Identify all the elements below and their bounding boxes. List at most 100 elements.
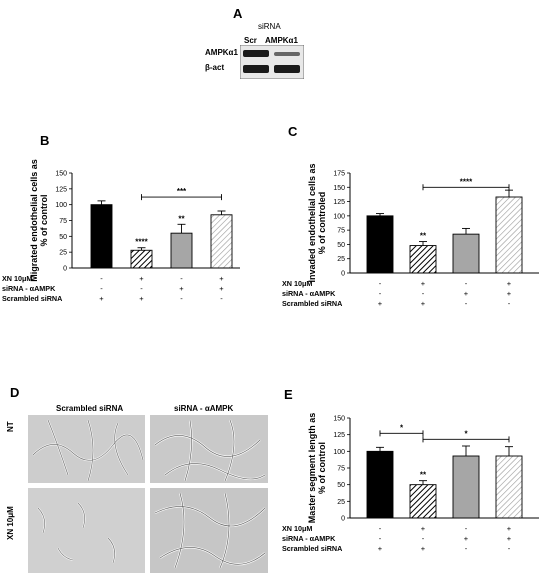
y-tick-label: 175 [333,171,345,178]
y-tick-label: 100 [333,449,345,456]
y-axis-label: Master segment length as% of control [307,413,327,524]
bar [409,245,437,274]
condition-label: siRNA - αAMPK [282,534,336,543]
bracket-label: **** [460,177,473,186]
condition-sign: + [421,279,426,288]
micrograph-scrambled-nt [28,415,145,483]
panel-e-letter: E [284,387,293,402]
blot-lane-scr: Scr [244,36,257,45]
blot-band-ampk-si [274,52,300,56]
bracket-label: *** [177,187,187,196]
condition-sign: + [464,289,469,298]
micrograph-siampk-xn [150,488,268,573]
condition-sign: - [465,544,468,553]
condition-sign: + [139,294,144,303]
y-tick-label: 100 [55,202,67,209]
condition-sign: - [465,279,468,288]
condition-sign: - [422,534,425,543]
bracket-label: * [400,423,404,432]
condition-sign: - [379,289,382,298]
bar [130,249,153,269]
y-tick-label: 150 [333,416,345,423]
segment-length-bar-chart: 0 25 50 75 100 125 150 Master segment length as… [282,413,539,553]
bar [495,455,523,519]
condition-label: XN 10μM [282,524,312,533]
y-axis-label: Migrated endothelial cells as% of contro… [29,159,49,282]
y-tick-label: 0 [341,516,345,523]
significance-label: **** [135,238,148,247]
condition-sign: - [465,299,468,308]
condition-sign: - [379,279,382,288]
condition-sign: + [139,274,144,283]
condition-label: Scrambled siRNA [2,294,62,303]
y-tick-label: 75 [59,218,67,225]
bar [366,450,394,519]
blot-lane-ampk: AMPKα1 [265,36,298,45]
condition-sign: - [140,284,143,293]
significance-label: ** [178,214,185,223]
migration-bar-chart: 0 25 50 75 100 125 150 Migrated endothelial cel… [2,159,240,303]
condition-label: Scrambled siRNA [282,544,342,553]
blot-band-actin-scr [243,65,269,73]
condition-sign: - [100,284,103,293]
micro-col-label-siampk: siRNA - αAMPK [174,404,234,413]
y-tick-label: 25 [337,499,345,506]
blot-header: siRNA [258,22,281,31]
bar [452,233,480,274]
bar [210,214,233,269]
y-tick-label: 125 [333,199,345,206]
condition-sign: + [464,534,469,543]
condition-sign: - [508,544,511,553]
blot-row-bactin: β-act [205,63,225,72]
y-tick-label: 125 [333,432,345,439]
micrograph-siampk-nt [150,415,268,483]
condition-sign: + [378,544,383,553]
micro-col-label-scrambled: Scrambled siRNA [56,404,124,413]
condition-sign: + [219,284,224,293]
panel-a-letter: A [233,6,243,21]
blot-row-ampk: AMPKα1 [205,48,238,57]
bracket-label: * [464,429,468,438]
y-tick-label: 25 [59,250,67,257]
condition-sign: - [180,294,183,303]
y-tick-label: 75 [337,228,345,235]
y-tick-label: 50 [59,234,67,241]
condition-sign: + [421,544,426,553]
bar [409,484,437,519]
bar [170,232,193,269]
condition-sign: + [378,299,383,308]
y-tick-label: 0 [63,266,67,273]
condition-sign: - [508,299,511,308]
condition-sign: + [99,294,104,303]
condition-sign: - [379,524,382,533]
condition-label: Scrambled siRNA [282,299,342,308]
condition-label: siRNA - αAMPK [2,284,56,293]
bar [90,204,113,269]
y-tick-label: 100 [333,213,345,220]
condition-sign: - [465,524,468,533]
y-tick-label: 150 [55,171,67,178]
blot-band-actin-si [274,65,300,73]
western-blot-image [240,45,304,79]
y-axis-label: Invaded endothelial cells as% of control… [307,163,327,282]
significance-label: ** [420,232,427,241]
condition-sign: + [507,289,512,298]
condition-sign: + [219,274,224,283]
bar [495,196,523,274]
condition-sign: - [100,274,103,283]
y-tick-label: 125 [55,186,67,193]
y-tick-label: 50 [337,242,345,249]
condition-sign: + [507,524,512,533]
condition-sign: + [179,284,184,293]
condition-sign: - [180,274,183,283]
y-tick-label: 150 [333,185,345,192]
panel-c-letter: C [288,124,298,139]
condition-label: XN 10μM [282,279,312,288]
bar [366,215,394,274]
invasion-bar-chart: 0 25 50 75 100 125 150 175 Invaded endothelial c… [282,163,539,308]
y-tick-label: 75 [337,466,345,473]
condition-sign: - [220,294,223,303]
significance-label: ** [420,471,427,480]
condition-label: siRNA - αAMPK [282,289,336,298]
panel-d-letter: D [10,385,20,400]
